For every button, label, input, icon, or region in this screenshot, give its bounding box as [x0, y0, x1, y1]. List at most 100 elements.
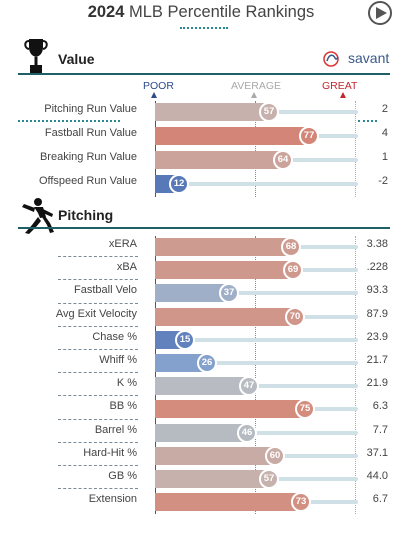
- metric-value: 4: [381, 127, 388, 139]
- row-separator: [58, 279, 138, 281]
- percentile-bar: [155, 423, 247, 442]
- row-separator: [58, 372, 138, 374]
- scale-great-label: GREAT: [322, 80, 358, 92]
- metric-label: Extension: [88, 493, 137, 506]
- percentile-bar: [155, 377, 249, 396]
- metric-value: 87.9: [366, 307, 388, 320]
- percentile-bar: [155, 470, 269, 488]
- savant-brand-text[interactable]: savant: [348, 50, 390, 66]
- pitcher-icon: [22, 198, 54, 234]
- metric-value: 6.3: [372, 400, 388, 413]
- percentile-bubble: 15: [175, 329, 195, 350]
- metric-label: Breaking Run Value: [39, 151, 137, 163]
- average-line: [255, 101, 256, 197]
- metric-label: Chase %: [92, 330, 137, 343]
- row-separator: [58, 441, 138, 443]
- percentile-bar: [155, 493, 301, 512]
- percentile-bubble: 37: [219, 283, 239, 304]
- row-separator: [58, 349, 138, 350]
- section-title-value: Value: [58, 51, 95, 67]
- metric-label: GB %: [108, 470, 137, 482]
- play-icon: [376, 7, 387, 19]
- metric-value: -2: [378, 175, 388, 187]
- percentile-track: [155, 337, 358, 342]
- percentile-bar: [155, 103, 269, 121]
- metric-value: 7.7: [372, 423, 388, 436]
- scale-average-label: AVERAGE: [231, 80, 281, 92]
- row-separator: [58, 465, 138, 466]
- metric-value: 21.7: [366, 354, 388, 366]
- percentile-bubble: 75: [295, 399, 315, 420]
- percentile-bubble: 77: [299, 126, 319, 146]
- metric-value: 21.9: [366, 377, 388, 390]
- metric-label: Whiff %: [99, 354, 137, 366]
- metric-value: 37.1: [366, 446, 388, 459]
- percentile-bubble: 68: [281, 237, 301, 257]
- baseline-line: [155, 101, 156, 197]
- percentile-bubble: 73: [291, 492, 311, 513]
- scale-average-marker: [251, 92, 257, 98]
- percentile-bar: [155, 307, 295, 326]
- highlight-separator: [18, 120, 120, 122]
- metric-label: xBA: [116, 261, 137, 274]
- percentile-track: [155, 361, 358, 365]
- metric-label: Fastball Run Value: [44, 127, 137, 139]
- metric-value: .228: [366, 261, 388, 274]
- title-underline: [180, 27, 228, 29]
- percentile-bubble: 26: [197, 353, 217, 373]
- metric-value: 1: [381, 151, 388, 163]
- title-text: MLB Percentile Rankings: [129, 3, 315, 21]
- percentile-bar: [155, 446, 275, 465]
- percentile-bubble: 46: [237, 422, 257, 443]
- value-section-divider: [18, 73, 390, 75]
- pitching-section-divider: [18, 227, 390, 229]
- metric-label: Avg Exit Velocity: [55, 307, 137, 320]
- percentile-bar: [155, 284, 229, 303]
- percentile-bubble: 60: [265, 445, 285, 466]
- metric-value: 23.9: [366, 330, 388, 343]
- percentile-bar: [155, 400, 305, 419]
- percentile-bar: [155, 151, 283, 169]
- row-separator: [58, 395, 138, 397]
- percentile-bar: [155, 127, 309, 145]
- metric-value: 6.7: [372, 493, 388, 506]
- row-separator: [58, 325, 138, 327]
- section-title-pitching: Pitching: [58, 207, 114, 223]
- metric-label: xERA: [108, 238, 137, 250]
- row-separator: [58, 256, 138, 258]
- scale-great-marker: [340, 92, 346, 98]
- percentile-bubble: 57: [259, 102, 279, 122]
- scale-poor-label: POOR: [143, 80, 174, 92]
- metric-label: Hard-Hit %: [83, 446, 137, 459]
- metric-value: 44.0: [366, 470, 388, 482]
- metric-label: Barrel %: [94, 423, 137, 436]
- percentile-bubble: 12: [169, 174, 189, 194]
- metric-label: K %: [116, 377, 137, 390]
- highlight-separator: [358, 120, 377, 122]
- metric-label: Pitching Run Value: [44, 103, 137, 115]
- percentile-bubble: 47: [239, 376, 259, 397]
- percentile-track: [155, 291, 358, 296]
- metric-value: 3.38: [366, 238, 388, 250]
- metric-label: Offspeed Run Value: [38, 175, 137, 187]
- percentile-track: [155, 182, 358, 186]
- percentile-bubble: 64: [273, 150, 293, 170]
- trophy-icon: [24, 39, 48, 73]
- percentile-bubble: 69: [283, 260, 303, 281]
- baseline-line: [155, 236, 156, 515]
- row-separator: [58, 302, 138, 304]
- percentile-bar: [155, 238, 291, 256]
- great-line: [355, 101, 356, 197]
- great-line: [355, 236, 356, 515]
- row-separator: [58, 418, 138, 420]
- percentile-bar: [155, 354, 207, 372]
- average-line: [255, 236, 256, 515]
- scale-poor-marker: [151, 92, 157, 98]
- savant-logo-icon: [323, 51, 339, 67]
- play-button[interactable]: [368, 1, 392, 25]
- percentile-bar: [155, 261, 293, 280]
- metric-value: 2: [381, 103, 388, 115]
- page-title: 2024 MLB Percentile Rankings: [0, 3, 402, 22]
- title-year: 2024: [87, 3, 125, 21]
- metric-label: BB %: [109, 400, 137, 413]
